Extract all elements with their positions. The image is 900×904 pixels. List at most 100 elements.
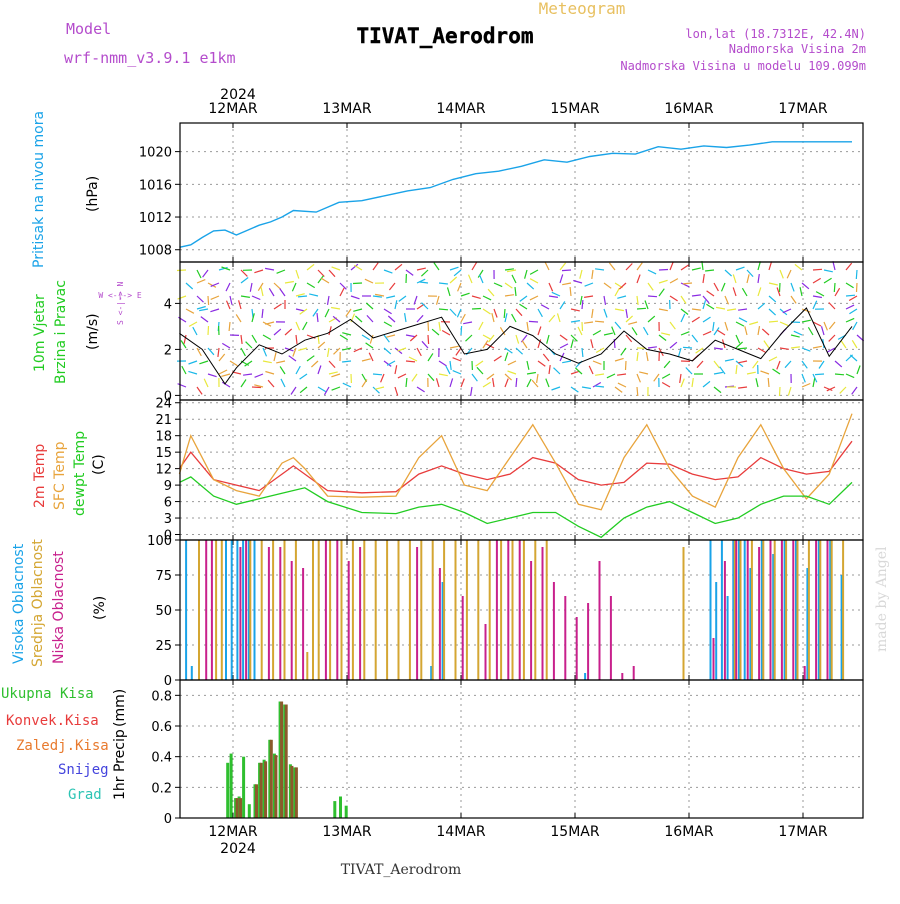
cloud-bar-mid (819, 540, 821, 680)
cloud-bar-mid (500, 540, 502, 680)
wind-arrow (835, 374, 844, 375)
wind-arrow (332, 267, 340, 270)
wind-arrow (471, 387, 472, 396)
wind-arrow (646, 352, 648, 361)
wind-arrow (437, 378, 440, 387)
precip-bar-conv (274, 755, 277, 818)
pressure-unit: (hPa) (85, 176, 101, 212)
cloud-bar-low (279, 547, 281, 680)
wind-arrow (662, 383, 670, 388)
wind-arrow (604, 309, 607, 318)
wind-arrow (505, 348, 512, 353)
wind-arrow (211, 296, 219, 299)
wind-arrow (479, 322, 483, 330)
wind-arrow (262, 309, 263, 318)
wind-arrow (707, 291, 714, 296)
wind-arrow (269, 288, 274, 296)
wind-arrow (311, 361, 318, 367)
temp-ylabel-dew: dewpt Temp (72, 431, 88, 516)
wind-arrow (552, 387, 561, 390)
cloud-bar-mid (363, 540, 365, 680)
wind-arrow (703, 274, 704, 283)
cloud-bar-mid (751, 540, 753, 680)
cloud-bar-low (325, 540, 327, 680)
wind-arrow (342, 361, 351, 362)
wind-arrow (736, 335, 740, 343)
wind-arrow (617, 296, 626, 298)
wind-arrow (585, 283, 593, 286)
wind-arrow (351, 296, 360, 299)
wind-arrow (483, 382, 491, 387)
cloud-bar-high (242, 540, 244, 680)
wind-arrow (265, 268, 274, 270)
cloud-bar-high (710, 540, 712, 680)
cloud-bar-mid (432, 540, 434, 680)
precip-bar-total (242, 757, 245, 818)
wind-arrow (703, 381, 710, 387)
wind-arrow (255, 374, 263, 377)
precip-label-total: Ukupna Kisa (1, 686, 94, 702)
wind-arrow (477, 367, 483, 374)
wind-arrow (218, 348, 219, 357)
wind-arrow (274, 352, 276, 361)
wind-arrow (328, 348, 330, 357)
wind-arrow (516, 378, 517, 387)
cloud-bar-mid (420, 540, 422, 680)
wind-arrow (178, 384, 186, 387)
wind-arrow (384, 322, 392, 326)
wind-arrow (659, 335, 666, 341)
wind-arrow (829, 335, 835, 341)
wind-arrow (329, 361, 335, 368)
wind-arrow (617, 374, 626, 375)
y-tick-label: 6 (164, 496, 172, 511)
wind-arrow (714, 387, 721, 393)
wind-arrow (417, 315, 423, 322)
wind-arrow (289, 356, 296, 361)
wind-arrow (375, 294, 384, 296)
wind-arrow (659, 270, 668, 271)
wind-arrow (558, 313, 561, 322)
y-tick-label: 1020 (139, 146, 172, 161)
wind-arrow (813, 301, 817, 309)
cloud-bar-mid (249, 540, 251, 680)
wind-arrow (692, 335, 698, 342)
wind-arrow (582, 387, 591, 389)
wind-arrow (659, 289, 664, 296)
wind-arrow (317, 313, 318, 322)
wind-arrow (261, 287, 263, 296)
wind-arrow (307, 283, 315, 288)
wind-arrow (780, 387, 781, 396)
wind-arrow (659, 280, 668, 283)
wind-arrow (571, 335, 577, 341)
wind-arrow (692, 378, 693, 387)
cloud-bar-mid (329, 540, 331, 680)
wind-arrow (189, 322, 197, 326)
y-tick-label: 0 (164, 812, 172, 827)
wind-arrow (580, 270, 582, 279)
wind-arrow (769, 261, 772, 270)
wind-arrow (395, 387, 398, 396)
cloud-bar-mid (523, 540, 525, 680)
wind-arrow (178, 296, 186, 299)
wind-arrow (637, 374, 640, 382)
wind-arrow (733, 274, 736, 283)
wind-arrow (777, 361, 780, 369)
cloud-bar-low (599, 561, 601, 680)
wind-arrow (670, 296, 678, 301)
year-bottom: 2024 (220, 841, 256, 857)
wind-arrow (683, 347, 692, 348)
y-tick-label: 3 (164, 512, 172, 527)
wind-arrow (615, 309, 624, 311)
cloud-bar-low (359, 547, 361, 680)
wind-arrow (281, 379, 285, 387)
wind-arrow (208, 296, 209, 305)
wind-arrow (662, 374, 670, 378)
wind-arrow (252, 296, 260, 300)
wind-arrow (546, 379, 549, 387)
cloud-bar-high (231, 540, 233, 680)
wind-arrow (549, 296, 558, 297)
wind-arrow (439, 361, 447, 366)
wind-arrow (543, 354, 549, 361)
cloud-bar-mid (797, 540, 799, 680)
cloud-bar-high (225, 540, 227, 680)
